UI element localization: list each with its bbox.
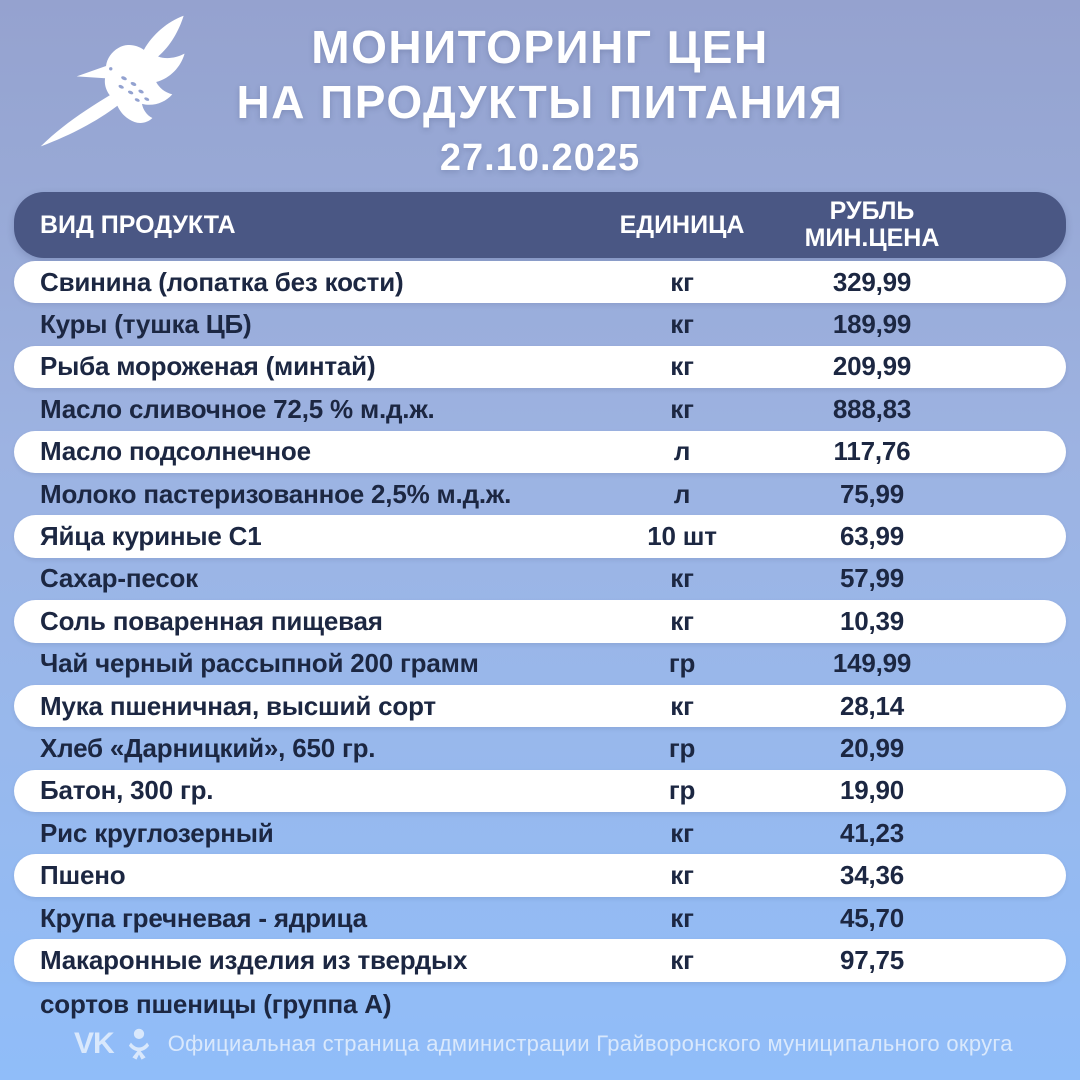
footer-caption: Официальная страница администрации Грайв… (167, 1031, 1013, 1056)
product-name: Чай черный рассыпной 200 грамм (40, 648, 479, 679)
product-name: Макаронные изделия из твердых (40, 944, 468, 975)
product-name: Рис круглозерный (40, 817, 274, 848)
product-min-price: 57,99 (839, 563, 905, 594)
product-name: Молоко пастеризованное 2,5% м.д.ж. (40, 478, 512, 509)
product-min-price: 10,39 (839, 605, 905, 636)
product-min-price: 63,99 (839, 521, 905, 552)
product-unit: кг (670, 817, 694, 848)
column-header-price-line1: РУБЛЬ (829, 197, 915, 225)
table-row: Чай черный рассыпной 200 грамм гр 149,99 (14, 643, 1066, 685)
product-min-price: 329,99 (832, 266, 912, 297)
product-name: Куры (тушка ЦБ) (40, 309, 252, 340)
table-row: Масло сливочное 72,5 % м.д.ж. кг 888,83 (14, 388, 1066, 430)
product-unit: кг (670, 393, 694, 424)
price-table: ВИД ПРОДУКТА ЕДИНИЦА РУБЛЬ МИН.ЦЕНА Свин… (14, 192, 1066, 1028)
product-min-price: 149,99 (832, 648, 912, 679)
product-min-price: 888,83 (832, 393, 912, 424)
product-unit: кг (670, 309, 694, 340)
table-row: Пшено кг 34,36 (14, 854, 1066, 897)
product-unit: кг (670, 860, 694, 891)
column-header-price: РУБЛЬ МИН.ЦЕНА (772, 198, 972, 252)
product-name: Масло подсолнечное (40, 436, 311, 467)
product-unit: кг (670, 902, 694, 933)
product-name: Батон, 300 гр. (40, 775, 214, 806)
table-row: Сахар-песок кг 57,99 (14, 558, 1066, 600)
title-line-1: МОНИТОРИНГ ЦЕН (311, 21, 769, 73)
table-row: Соль поваренная пищевая кг 10,39 (14, 600, 1066, 643)
product-name: Масло сливочное 72,5 % м.д.ж. (40, 393, 435, 424)
product-min-price: 75,99 (839, 478, 905, 509)
product-min-price: 41,23 (839, 817, 905, 848)
product-min-price: 19,90 (839, 775, 905, 806)
monitoring-date: 27.10.2025 (439, 137, 641, 179)
table-body: Свинина (лопатка без кости) кг 329,99 Ку… (14, 261, 1066, 1028)
table-row: Куры (тушка ЦБ) кг 189,99 (14, 303, 1066, 345)
product-min-price: 28,14 (839, 690, 905, 721)
product-unit: кг (670, 944, 694, 975)
table-row: Свинина (лопатка без кости) кг 329,99 (14, 261, 1066, 304)
product-unit: гр (668, 732, 696, 763)
product-min-price: 117,76 (833, 436, 911, 467)
product-min-price: 45,70 (839, 902, 905, 933)
product-name: Сахар-песок (40, 563, 198, 594)
product-unit: гр (668, 775, 696, 806)
table-row: Яйца куриные С1 10 шт 63,99 (14, 515, 1066, 558)
product-name: Пшено (40, 860, 126, 891)
table-row: Масло подсолнечное л 117,76 (14, 430, 1066, 473)
product-unit: кг (670, 690, 694, 721)
product-min-price: 209,99 (832, 351, 912, 382)
page-title: МОНИТОРИНГ ЦЕН НА ПРОДУКТЫ ПИТАНИЯ (0, 20, 1080, 130)
table-header-row: ВИД ПРОДУКТА ЕДИНИЦА РУБЛЬ МИН.ЦЕНА (14, 192, 1066, 258)
product-name: Яйца куриные С1 (40, 521, 262, 552)
product-min-price: 20,99 (839, 732, 905, 763)
product-min-price: 189,99 (832, 309, 912, 340)
product-name: Хлеб «Дарницкий», 650 гр. (40, 732, 376, 763)
table-row: Рыба мороженая (минтай) кг 209,99 (14, 345, 1066, 389)
product-min-price: 97,75 (839, 944, 905, 975)
table-row: Хлеб «Дарницкий», 650 гр. гр 20,99 (14, 727, 1066, 769)
product-name: Соль поваренная пищевая (40, 605, 383, 636)
product-name: Рыба мороженая (минтай) (40, 351, 376, 382)
bird-logo (40, 15, 185, 147)
poster-footer: VK Официальная страница администрации Гр… (0, 1022, 1080, 1066)
product-name: Свинина (лопатка без кости) (40, 266, 404, 297)
product-unit: кг (670, 351, 694, 382)
table-row: Рис круглозерный кг 41,23 (14, 812, 1066, 854)
product-name: Мука пшеничная, высший сорт (40, 690, 436, 721)
column-header-unit: ЕДИНИЦА (619, 210, 745, 239)
column-header-price-line2: МИН.ЦЕНА (804, 224, 940, 252)
product-unit: л (673, 436, 691, 467)
product-unit: гр (668, 648, 696, 679)
vk-icon[interactable]: VK (74, 1027, 115, 1060)
product-name-continuation: сортов пшеницы (группа А) (40, 989, 392, 1020)
table-row: Батон, 300 гр. гр 19,90 (14, 769, 1066, 813)
product-unit: кг (670, 605, 694, 636)
product-unit: кг (670, 266, 694, 297)
table-row: Макаронные изделия из твердых кг 97,75 (14, 939, 1066, 982)
poster-header: МОНИТОРИНГ ЦЕН НА ПРОДУКТЫ ПИТАНИЯ 27.10… (0, 0, 1080, 180)
product-unit: л (673, 478, 691, 509)
table-row: Мука пшеничная, высший сорт кг 28,14 (14, 684, 1066, 728)
product-name: Крупа гречневая - ядрица (40, 902, 367, 933)
column-header-product: ВИД ПРОДУКТА (40, 210, 236, 239)
product-unit: 10 шт (647, 521, 717, 552)
table-row: Крупа гречневая - ядрица кг 45,70 (14, 897, 1066, 939)
table-row: Молоко пастеризованное 2,5% м.д.ж. л 75,… (14, 473, 1066, 515)
ok-icon[interactable] (128, 1027, 150, 1061)
product-min-price: 34,36 (839, 860, 905, 891)
product-unit: кг (670, 563, 694, 594)
title-line-2: НА ПРОДУКТЫ ПИТАНИЯ (236, 76, 844, 128)
